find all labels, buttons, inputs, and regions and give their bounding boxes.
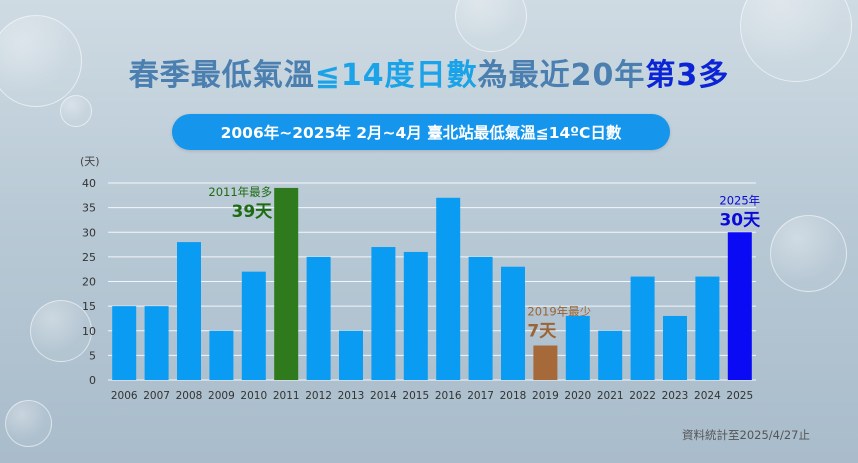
bar-2025 bbox=[727, 232, 752, 380]
page-title: 春季最低氣溫≦14度日數為最近20年第3多 bbox=[0, 50, 858, 94]
y-tick-label: 30 bbox=[82, 226, 96, 239]
annotation-value: 30天 bbox=[719, 210, 761, 230]
x-tick-label: 2016 bbox=[435, 390, 462, 402]
bar-2023 bbox=[663, 315, 687, 380]
y-tick-label: 20 bbox=[82, 276, 96, 289]
bar-2018 bbox=[501, 266, 525, 380]
title-part-4: 第3多 bbox=[645, 58, 730, 93]
chart-subtitle: 2006年~2025年 2月~4月 臺北站最低氣溫≦14ºC日數 bbox=[172, 114, 670, 150]
x-tick-label: 2006 bbox=[111, 390, 138, 402]
y-tick-label: 10 bbox=[82, 325, 96, 338]
y-tick-label: 0 bbox=[89, 374, 96, 387]
bar-2010 bbox=[241, 271, 266, 380]
decor-bubble bbox=[30, 300, 92, 362]
x-tick-label: 2014 bbox=[370, 390, 397, 402]
bar-2022 bbox=[630, 276, 655, 380]
x-tick-label: 2025 bbox=[726, 390, 753, 402]
annotation-label: 2025年 bbox=[719, 193, 760, 207]
x-tick-label: 2020 bbox=[564, 390, 591, 402]
x-tick-label: 2010 bbox=[240, 390, 267, 402]
x-tick-label: 2024 bbox=[694, 390, 721, 402]
annotation-label: 2019年最少 bbox=[527, 305, 591, 319]
decor-bubble bbox=[0, 15, 82, 107]
annotation-label: 2011年最多 bbox=[208, 185, 272, 199]
decor-bubble bbox=[770, 215, 847, 292]
y-tick-label: 40 bbox=[82, 177, 96, 190]
title-part-1: 春季最低氣溫 bbox=[128, 58, 315, 93]
y-tick-label: 35 bbox=[82, 202, 96, 215]
x-tick-label: 2015 bbox=[402, 390, 429, 402]
x-tick-label: 2017 bbox=[467, 390, 494, 402]
y-tick-label: 5 bbox=[89, 349, 96, 362]
decor-bubble bbox=[60, 95, 92, 127]
bar-2006 bbox=[112, 306, 137, 380]
y-axis-label: (天) bbox=[80, 155, 100, 168]
bar-2016 bbox=[436, 197, 461, 380]
y-tick-label: 25 bbox=[82, 251, 96, 264]
annotation-value: 7天 bbox=[527, 322, 557, 342]
x-tick-label: 2018 bbox=[500, 390, 527, 402]
bar-2024 bbox=[695, 276, 720, 380]
x-tick-label: 2011 bbox=[273, 390, 300, 402]
x-tick-label: 2008 bbox=[176, 390, 203, 402]
title-part-2: ≦14度日數 bbox=[314, 58, 478, 93]
x-tick-label: 2012 bbox=[305, 390, 332, 402]
bar-2019 bbox=[533, 345, 558, 380]
bar-2020 bbox=[565, 315, 590, 380]
bar-2012 bbox=[306, 256, 331, 380]
bar-2007 bbox=[144, 306, 169, 380]
bar-2009 bbox=[209, 330, 234, 380]
title-part-3: 為最近20年 bbox=[477, 58, 646, 93]
x-tick-label: 2023 bbox=[662, 390, 689, 402]
bar-2015 bbox=[403, 251, 428, 380]
x-tick-label: 2022 bbox=[629, 390, 656, 402]
x-tick-label: 2019 bbox=[532, 390, 559, 402]
annotation-value: 39天 bbox=[232, 202, 274, 222]
bar-2011 bbox=[274, 187, 299, 380]
bar-2017 bbox=[468, 256, 493, 380]
x-tick-label: 2013 bbox=[338, 390, 365, 402]
x-tick-label: 2007 bbox=[143, 390, 170, 402]
x-tick-label: 2009 bbox=[208, 390, 235, 402]
bar-2021 bbox=[598, 330, 623, 380]
y-tick-label: 15 bbox=[82, 300, 96, 313]
source-note: 資料統計至2025/4/27止 bbox=[682, 428, 810, 442]
x-tick-label: 2021 bbox=[597, 390, 624, 402]
bar-2014 bbox=[371, 247, 396, 380]
decor-bubble bbox=[5, 400, 52, 447]
bar-2008 bbox=[177, 242, 201, 380]
bar-2013 bbox=[339, 330, 363, 380]
